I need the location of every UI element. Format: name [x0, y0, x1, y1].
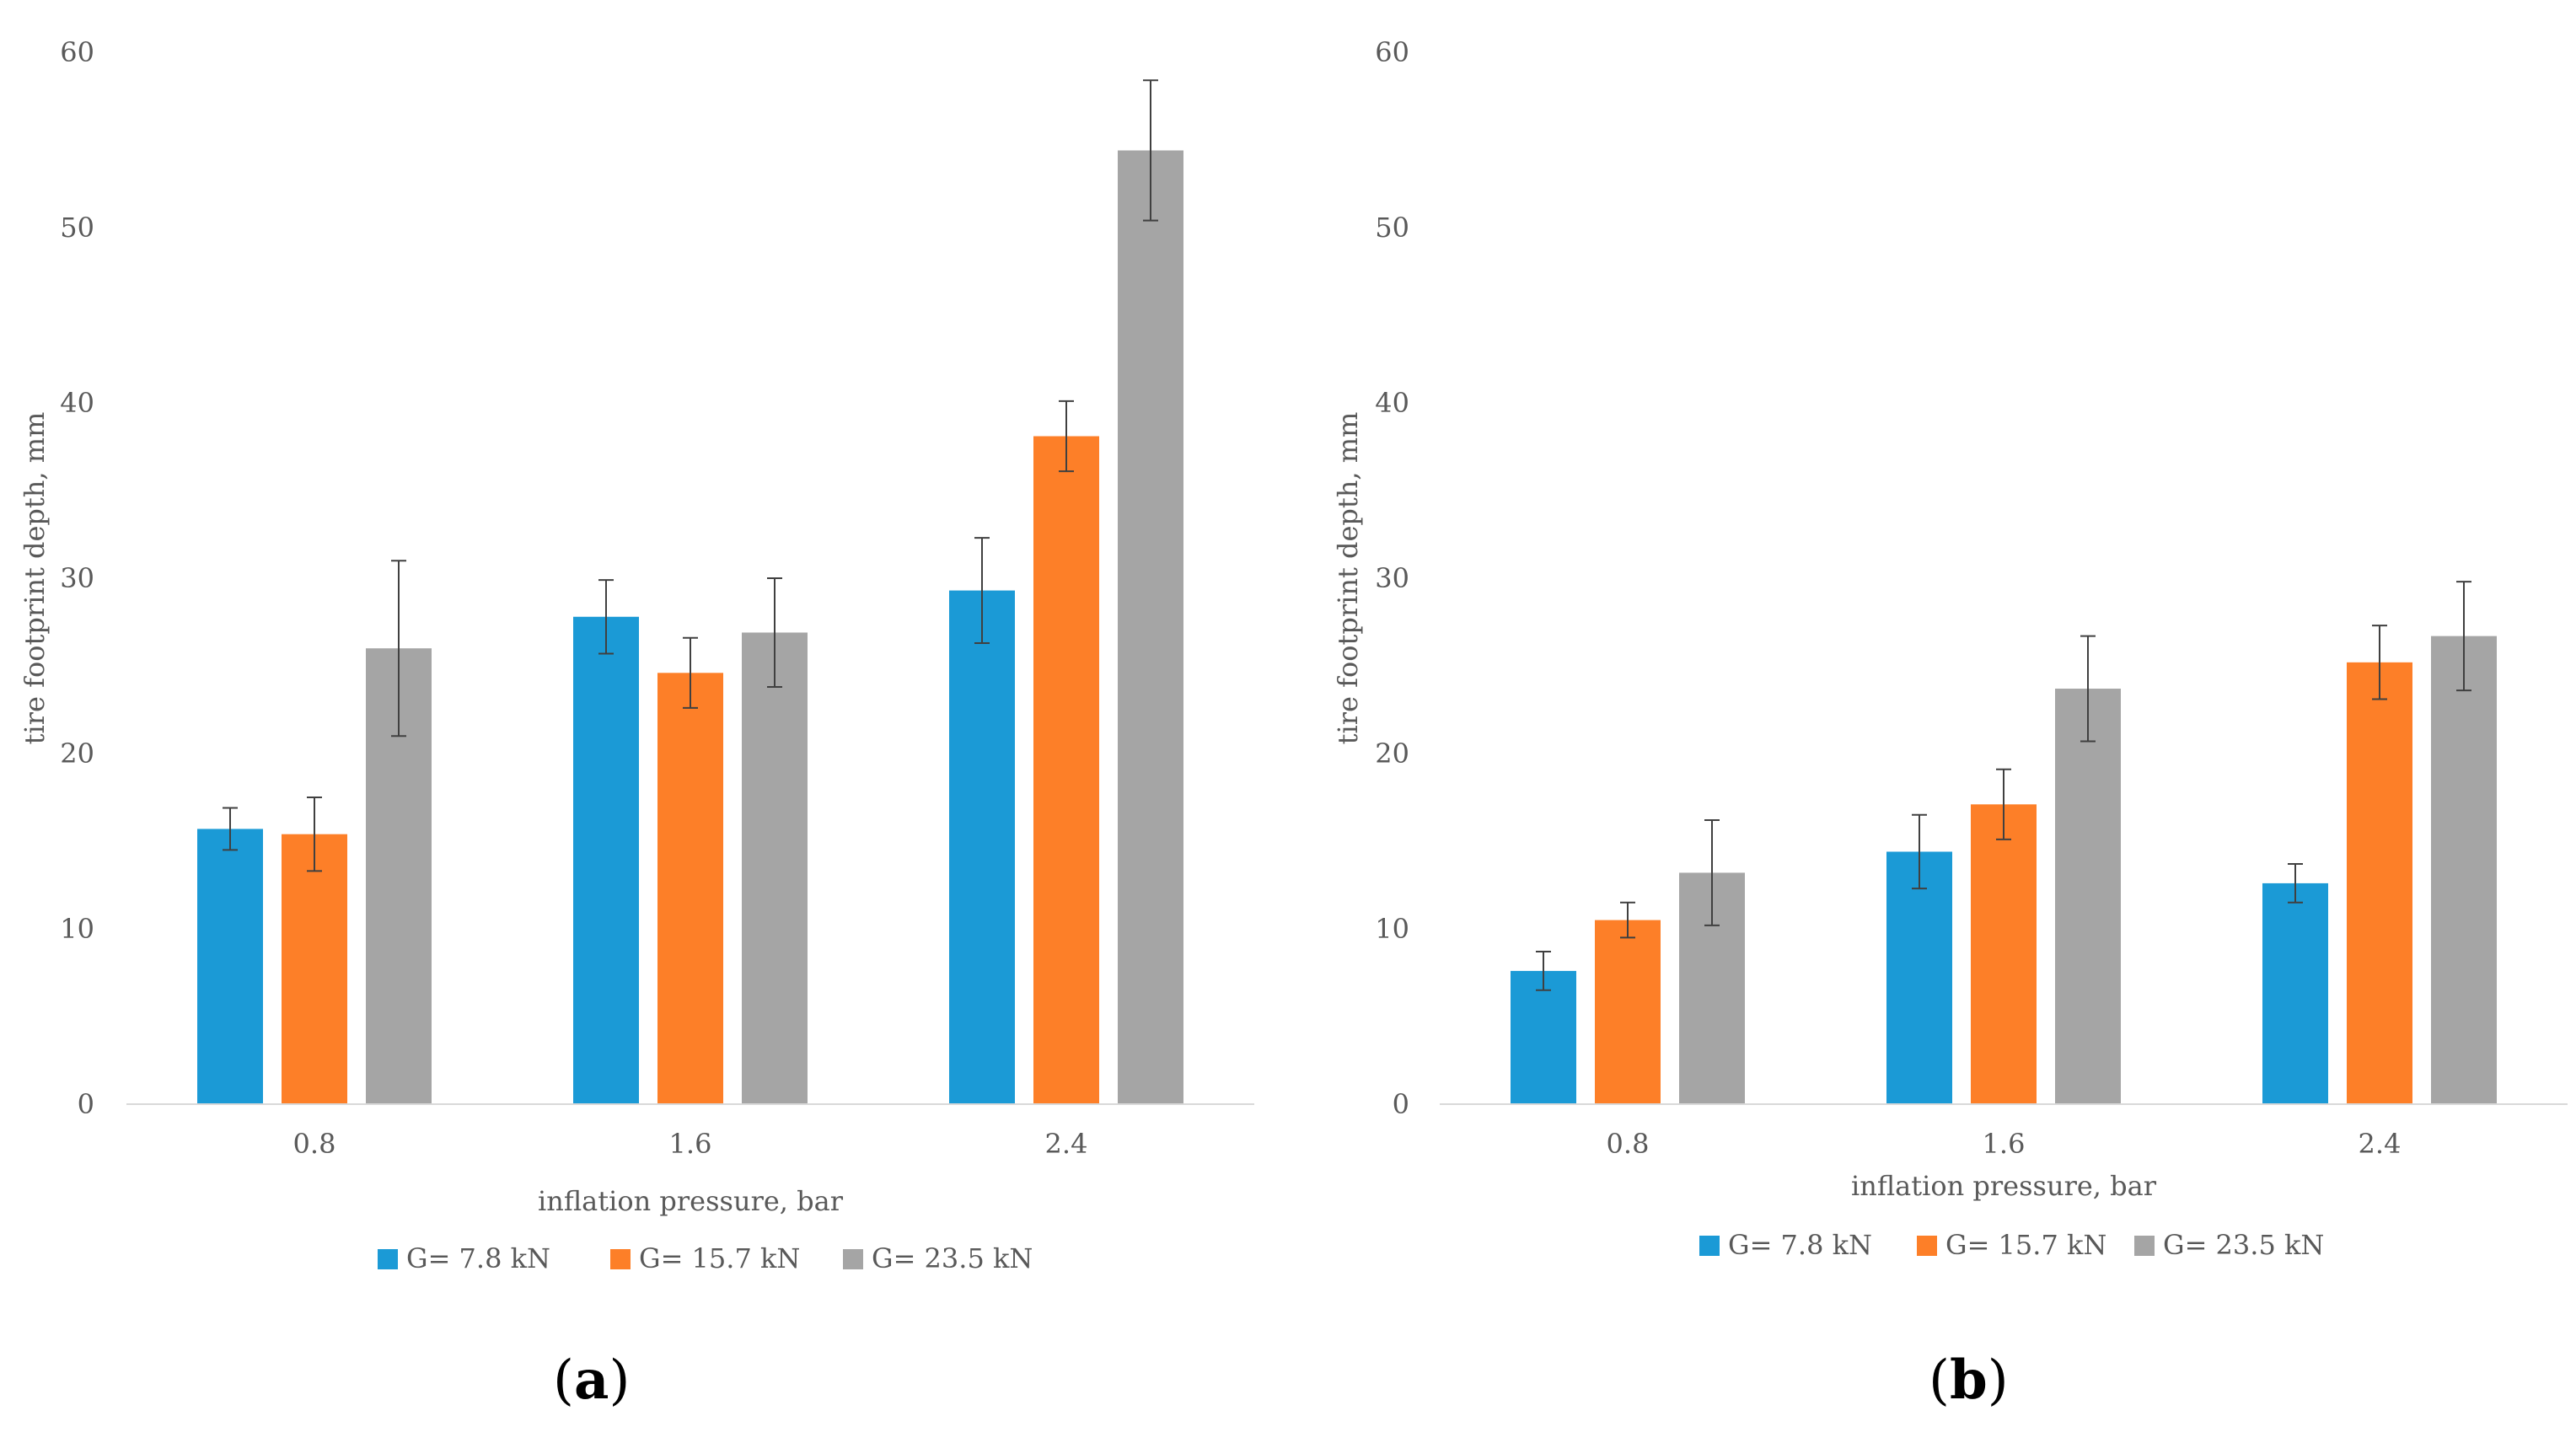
bar-G235kN-1.6 — [2055, 689, 2121, 1104]
y-tick-label: 40 — [1375, 387, 1409, 419]
legend-swatch — [1699, 1236, 1720, 1256]
legend-swatch — [378, 1249, 398, 1269]
legend-label: G= 15.7 kN — [1945, 1229, 2106, 1261]
y-tick-label: 30 — [60, 562, 94, 594]
bar-G235kN-2.4 — [1118, 150, 1183, 1105]
legend-label: G= 15.7 kN — [639, 1242, 800, 1274]
legend-swatch — [610, 1249, 631, 1269]
bar-G157kN-0.8 — [1595, 920, 1661, 1104]
bar-G235kN-1.6 — [742, 632, 808, 1104]
x-axis-title: inflation pressure, bar — [1851, 1170, 2157, 1202]
bar-G78kN-1.6 — [1886, 851, 1952, 1104]
legend-label: G= 7.8 kN — [1728, 1229, 1872, 1261]
x-tick-label: 2.4 — [2359, 1128, 2402, 1160]
bar-G157kN-2.4 — [2347, 662, 2412, 1104]
bar-chart-a: 0 10 20 30 40 50 60 0.8 1.6 2.4 inflation pressure… — [19, 36, 1254, 1274]
panel-label-a: (a) — [553, 1349, 631, 1412]
y-tick-label: 20 — [1375, 738, 1409, 770]
y-tick-label: 40 — [60, 387, 94, 419]
bar-G78kN-1.6 — [573, 616, 639, 1104]
bar-G157kN-2.4 — [1033, 436, 1099, 1104]
bar-G78kN-2.4 — [949, 590, 1015, 1104]
x-tick-label: 1.6 — [1983, 1128, 2026, 1160]
bar-G157kN-1.6 — [657, 673, 723, 1104]
x-tick-label: 2.4 — [1045, 1128, 1088, 1160]
legend-label: G= 23.5 kN — [872, 1242, 1033, 1274]
y-tick-label: 50 — [60, 212, 94, 244]
y-tick-label: 10 — [1375, 913, 1409, 945]
legend-swatch — [1917, 1236, 1937, 1256]
legend-swatch — [2134, 1236, 2155, 1256]
bar-G78kN-0.8 — [197, 829, 263, 1104]
chart-panel-a: 0 10 20 30 40 50 60 0.8 1.6 2.4 inflation pressure… — [19, 36, 1254, 1412]
legend-label: G= 23.5 kN — [2163, 1229, 2324, 1261]
legend-label: G= 7.8 kN — [406, 1242, 550, 1274]
bar-chart-b: 0 10 20 30 40 50 60 0.8 1.6 2.4 inflation pressure… — [1332, 36, 2568, 1261]
bar-G78kN-2.4 — [2262, 882, 2328, 1104]
bar-G78kN-0.8 — [1511, 970, 1576, 1104]
chart-panel-b: 0 10 20 30 40 50 60 0.8 1.6 2.4 inflation pressure… — [1288, 0, 2576, 1443]
y-axis-title: tire footprint depth, mm — [19, 412, 51, 745]
x-tick-label: 1.6 — [669, 1128, 712, 1160]
y-tick-label: 0 — [78, 1088, 94, 1120]
x-tick-label: 0.8 — [293, 1128, 336, 1160]
x-axis-title: inflation pressure, bar — [538, 1185, 844, 1217]
y-axis-title: tire footprint depth, mm — [1332, 412, 1364, 745]
panel-label-b: (b) — [1929, 1349, 2009, 1412]
x-tick-label: 0.8 — [1607, 1128, 1650, 1160]
y-tick-label: 30 — [1375, 562, 1409, 594]
bar-G157kN-1.6 — [1971, 804, 2037, 1104]
legend-swatch — [843, 1249, 863, 1269]
y-tick-label: 0 — [1393, 1088, 1409, 1120]
y-tick-label: 60 — [60, 36, 94, 68]
y-tick-label: 20 — [60, 738, 94, 770]
y-tick-label: 10 — [60, 913, 94, 945]
bar-G235kN-2.4 — [2431, 636, 2497, 1104]
y-tick-label: 60 — [1375, 36, 1409, 68]
y-tick-label: 50 — [1375, 212, 1409, 244]
bar-G157kN-0.8 — [282, 834, 347, 1104]
